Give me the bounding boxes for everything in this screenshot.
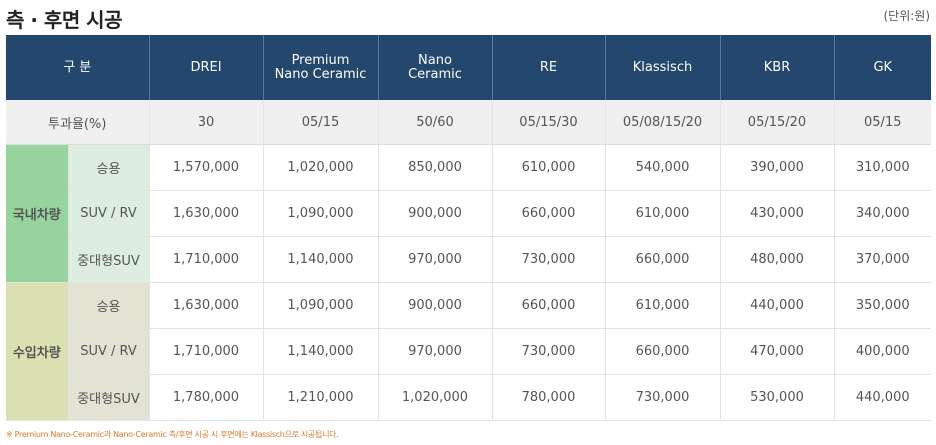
table-cell: 730,000 bbox=[492, 236, 606, 283]
table-cell: 1,780,000 bbox=[149, 374, 264, 421]
row-type: 중대형SUV bbox=[68, 374, 150, 421]
table-cell: 05/15/30 bbox=[492, 100, 606, 145]
table-cell: 05/08/15/20 bbox=[605, 100, 721, 145]
table-row: 수입차량 승용 1,630,000 1,090,000 900,000 660,… bbox=[6, 282, 931, 421]
table-cell: 440,000 bbox=[834, 374, 931, 421]
transmittance-label: 투과율(%) bbox=[6, 100, 150, 145]
table-cell: 780,000 bbox=[492, 374, 606, 421]
table-row: 국내차량 승용 1,570,000 1,020,000 850,000 610,… bbox=[6, 144, 931, 283]
table-cell: 610,000 bbox=[492, 144, 606, 191]
table-cell: 1,020,000 bbox=[378, 374, 493, 421]
table-cell: 660,000 bbox=[605, 236, 721, 283]
group-domestic: 국내차량 bbox=[6, 144, 69, 283]
table-cell: 310,000 bbox=[834, 144, 931, 191]
group-imported: 수입차량 bbox=[6, 282, 69, 421]
table-row: 중대형SUV 1,780,000 1,210,000 1,020,000 780… bbox=[6, 374, 931, 421]
table-cell: 850,000 bbox=[378, 144, 493, 191]
table-cell: 05/15 bbox=[834, 100, 931, 145]
header-drei: DREI bbox=[149, 35, 264, 100]
header-nano-ceramic: Nano Ceramic bbox=[378, 35, 493, 100]
table-cell: 660,000 bbox=[492, 282, 606, 329]
table-cell: 540,000 bbox=[605, 144, 721, 191]
table-cell: 660,000 bbox=[492, 190, 606, 237]
table-row: 중대형SUV 1,710,000 1,140,000 970,000 730,0… bbox=[6, 236, 931, 283]
table-cell: 1,710,000 bbox=[149, 236, 264, 283]
table-cell: 530,000 bbox=[720, 374, 835, 421]
table-cell: 1,090,000 bbox=[263, 190, 379, 237]
table-cell: 340,000 bbox=[834, 190, 931, 237]
table-cell: 440,000 bbox=[720, 282, 835, 329]
table-cell: 660,000 bbox=[605, 328, 721, 375]
table-cell: 1,630,000 bbox=[149, 282, 264, 329]
page-title: 측 · 후면 시공 bbox=[6, 8, 123, 32]
table-cell: 1,020,000 bbox=[263, 144, 379, 191]
footnote: ※ Premium Nano-Ceramic과 Nano-Ceramic 측/후… bbox=[6, 430, 339, 439]
table-cell: 350,000 bbox=[834, 282, 931, 329]
table-cell: 730,000 bbox=[492, 328, 606, 375]
table-cell: 390,000 bbox=[720, 144, 835, 191]
row-type: 승용 bbox=[68, 282, 150, 329]
row-type: 승용 bbox=[68, 144, 150, 191]
table-cell: 370,000 bbox=[834, 236, 931, 283]
table-cell: 05/15 bbox=[263, 100, 379, 145]
table-cell: 970,000 bbox=[378, 328, 493, 375]
header-klassisch: Klassisch bbox=[605, 35, 721, 100]
price-table: 구 분 DREI Premium Nano Ceramic Nano Ceram… bbox=[6, 35, 931, 421]
table-cell: 1,140,000 bbox=[263, 328, 379, 375]
row-type: SUV / RV bbox=[68, 190, 150, 237]
header-gk: GK bbox=[834, 35, 931, 100]
table-cell: 900,000 bbox=[378, 282, 493, 329]
table-cell: 970,000 bbox=[378, 236, 493, 283]
header-re: RE bbox=[492, 35, 606, 100]
table-cell: 1,630,000 bbox=[149, 190, 264, 237]
table-cell: 480,000 bbox=[720, 236, 835, 283]
table-row: SUV / RV 1,710,000 1,140,000 970,000 730… bbox=[6, 328, 931, 375]
table-cell: 50/60 bbox=[378, 100, 493, 145]
table-cell: 900,000 bbox=[378, 190, 493, 237]
table-cell: 05/15/20 bbox=[720, 100, 835, 145]
header-premium-nano-ceramic: Premium Nano Ceramic bbox=[263, 35, 379, 100]
table-cell: 730,000 bbox=[605, 374, 721, 421]
row-type: SUV / RV bbox=[68, 328, 150, 375]
transmittance-row: 투과율(%) 30 05/15 50/60 05/15/30 05/08/15/… bbox=[6, 100, 931, 145]
unit-label: (단위:원) bbox=[883, 9, 930, 23]
table-cell: 400,000 bbox=[834, 328, 931, 375]
table-cell: 30 bbox=[149, 100, 264, 145]
table-row: SUV / RV 1,630,000 1,090,000 900,000 660… bbox=[6, 190, 931, 237]
header-category: 구 분 bbox=[6, 35, 150, 100]
row-type: 중대형SUV bbox=[68, 236, 150, 283]
table-cell: 1,570,000 bbox=[149, 144, 264, 191]
table-cell: 1,090,000 bbox=[263, 282, 379, 329]
table-cell: 430,000 bbox=[720, 190, 835, 237]
table-cell: 1,210,000 bbox=[263, 374, 379, 421]
table-cell: 610,000 bbox=[605, 190, 721, 237]
header-kbr: KBR bbox=[720, 35, 835, 100]
table-cell: 470,000 bbox=[720, 328, 835, 375]
table-cell: 610,000 bbox=[605, 282, 721, 329]
table-cell: 1,710,000 bbox=[149, 328, 264, 375]
header-row: 구 분 DREI Premium Nano Ceramic Nano Ceram… bbox=[6, 35, 931, 100]
table-cell: 1,140,000 bbox=[263, 236, 379, 283]
